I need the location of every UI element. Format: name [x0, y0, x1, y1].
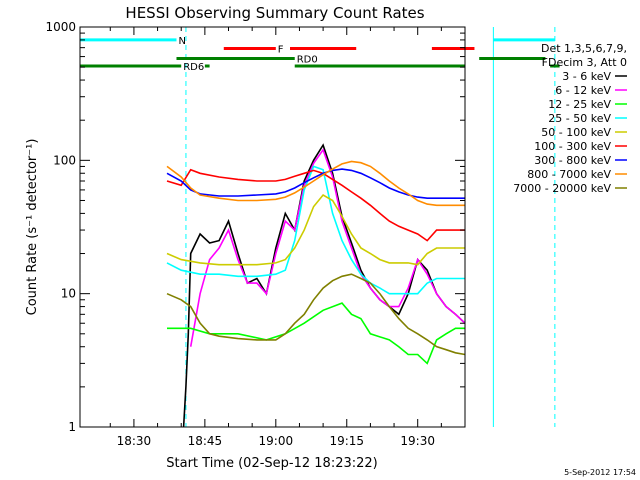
legend-label-3: 25 - 50 keV: [548, 112, 611, 125]
legend-label-1: 6 - 12 keV: [555, 84, 611, 97]
y-tick-label-2: 100: [53, 153, 76, 167]
series-line-3: [166, 165, 465, 295]
series-line-2: [167, 302, 465, 365]
x-tick-label-3: 19:15: [329, 434, 364, 448]
date-stamp: 5-Sep-2012 17:54: [564, 468, 636, 477]
x-tick-label-2: 19:00: [259, 434, 294, 448]
legend: Det 1,3,5,6,7,9,FDecim 3, Att 03 - 6 keV…: [513, 42, 627, 195]
plot-area: N F RD0 RD6: [80, 27, 560, 428]
y-tick-label-3: 1000: [45, 20, 76, 34]
chart-title: HESSI Observing Summary Count Rates: [125, 4, 424, 22]
x-axis-label: Start Time (02-Sep-12 18:23:22): [166, 456, 377, 471]
series-line-5: [166, 168, 465, 242]
legend-label-8: 7000 - 20000 keV: [513, 182, 611, 195]
flag-label-f: F: [278, 44, 284, 55]
series-line-6: [166, 168, 465, 199]
series-line-8: [166, 273, 466, 356]
x-tick-label-0: 18:30: [117, 434, 152, 448]
flag-label-rd6: RD6: [183, 62, 204, 73]
y-tick-label-1: 10: [61, 287, 76, 301]
x-tick-label-4: 19:30: [400, 434, 435, 448]
legend-label-7: 800 - 7000 keV: [527, 168, 611, 181]
legend-header-0: Det 1,3,5,6,7,9,: [541, 42, 627, 55]
legend-label-5: 100 - 300 keV: [534, 140, 611, 153]
legend-label-2: 12 - 25 keV: [548, 98, 611, 111]
legend-label-0: 3 - 6 keV: [562, 70, 611, 83]
legend-header-1: FDecim 3, Att 0: [542, 56, 627, 69]
x-tick-label-1: 18:45: [188, 434, 223, 448]
series-line-4: [166, 193, 465, 266]
flag-label-rd0: RD0: [297, 55, 318, 66]
y-axis-label: Count Rate (s⁻¹ detector⁻¹): [25, 139, 40, 316]
y-tick-label-0: 1: [68, 420, 76, 434]
plot-frame: [79, 26, 466, 428]
legend-label-6: 300 - 800 keV: [534, 154, 611, 167]
flag-label-n: N: [178, 36, 185, 47]
series-line-7: [166, 160, 465, 207]
legend-label-4: 50 - 100 keV: [541, 126, 611, 139]
axes: 18:30 18:45 19:00 19:15 19:30 1 10 100 1000: [45, 20, 466, 448]
